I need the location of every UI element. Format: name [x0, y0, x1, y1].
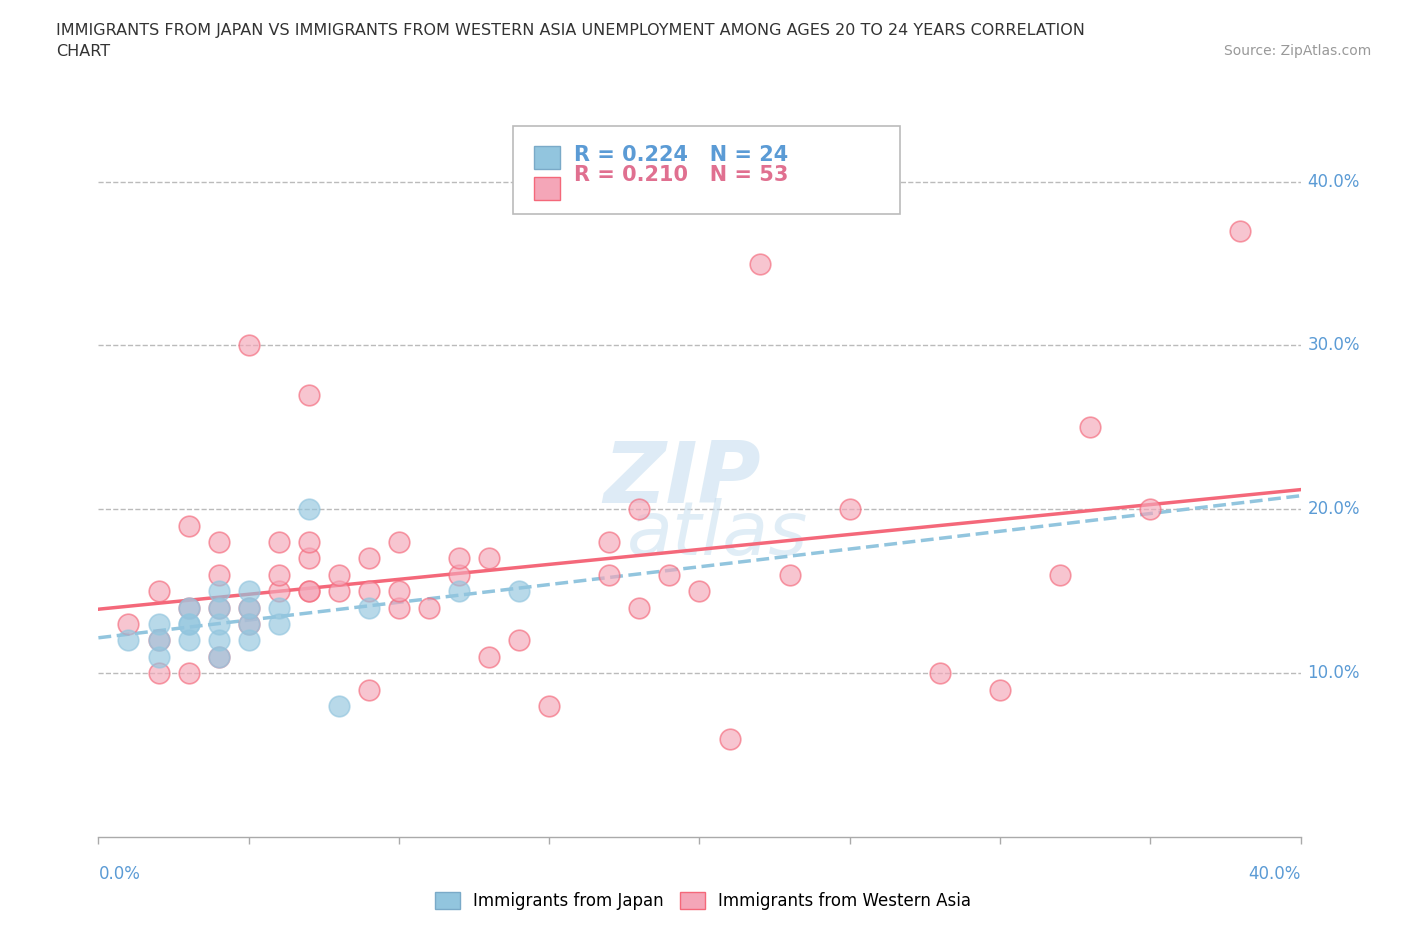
- Point: [238, 617, 260, 631]
- Point: [478, 649, 501, 664]
- Point: [508, 584, 530, 599]
- Point: [328, 698, 350, 713]
- Point: [838, 502, 860, 517]
- Point: [267, 535, 290, 550]
- Point: [177, 633, 200, 648]
- Point: [598, 567, 620, 582]
- Point: [298, 551, 321, 565]
- Point: [298, 502, 321, 517]
- Point: [598, 535, 620, 550]
- Point: [538, 698, 561, 713]
- Text: 20.0%: 20.0%: [1308, 500, 1360, 518]
- Point: [748, 256, 770, 271]
- Point: [508, 633, 530, 648]
- Point: [238, 584, 260, 599]
- Point: [148, 633, 170, 648]
- Text: R = 0.210   N = 53: R = 0.210 N = 53: [574, 165, 787, 185]
- Point: [658, 567, 681, 582]
- Point: [208, 617, 231, 631]
- Point: [117, 633, 139, 648]
- Text: R = 0.224   N = 24: R = 0.224 N = 24: [574, 145, 787, 166]
- Point: [929, 666, 952, 681]
- Point: [718, 731, 741, 746]
- Point: [688, 584, 710, 599]
- Point: [208, 633, 231, 648]
- Point: [208, 600, 231, 615]
- Point: [208, 584, 231, 599]
- Point: [267, 584, 290, 599]
- Point: [148, 633, 170, 648]
- Point: [388, 600, 411, 615]
- Point: [177, 617, 200, 631]
- Point: [1229, 223, 1251, 238]
- Point: [298, 387, 321, 402]
- Text: atlas: atlas: [627, 498, 808, 570]
- Point: [298, 584, 321, 599]
- Point: [1139, 502, 1161, 517]
- Text: 40.0%: 40.0%: [1308, 173, 1360, 191]
- Point: [148, 649, 170, 664]
- Point: [208, 600, 231, 615]
- Point: [388, 535, 411, 550]
- Text: 40.0%: 40.0%: [1249, 865, 1301, 884]
- Point: [418, 600, 440, 615]
- Point: [328, 567, 350, 582]
- Point: [148, 666, 170, 681]
- Point: [357, 551, 380, 565]
- Point: [208, 535, 231, 550]
- Point: [238, 338, 260, 352]
- Text: Source: ZipAtlas.com: Source: ZipAtlas.com: [1223, 44, 1371, 58]
- Point: [328, 584, 350, 599]
- Point: [177, 600, 200, 615]
- Point: [267, 617, 290, 631]
- Point: [447, 551, 470, 565]
- Point: [1049, 567, 1071, 582]
- Point: [238, 633, 260, 648]
- Text: 10.0%: 10.0%: [1308, 664, 1360, 682]
- Point: [357, 600, 380, 615]
- Text: 0.0%: 0.0%: [98, 865, 141, 884]
- Point: [148, 617, 170, 631]
- Point: [238, 600, 260, 615]
- Point: [148, 584, 170, 599]
- Text: CHART: CHART: [56, 44, 110, 59]
- Point: [478, 551, 501, 565]
- Point: [177, 617, 200, 631]
- Point: [177, 518, 200, 533]
- Point: [267, 567, 290, 582]
- Point: [267, 600, 290, 615]
- Point: [298, 535, 321, 550]
- Point: [779, 567, 801, 582]
- Point: [357, 584, 380, 599]
- Legend: Immigrants from Japan, Immigrants from Western Asia: Immigrants from Japan, Immigrants from W…: [427, 885, 979, 917]
- Text: IMMIGRANTS FROM JAPAN VS IMMIGRANTS FROM WESTERN ASIA UNEMPLOYMENT AMONG AGES 20: IMMIGRANTS FROM JAPAN VS IMMIGRANTS FROM…: [56, 23, 1085, 38]
- Point: [988, 682, 1011, 697]
- Point: [1078, 420, 1101, 435]
- Point: [208, 567, 231, 582]
- Point: [208, 649, 231, 664]
- Point: [177, 600, 200, 615]
- Point: [238, 617, 260, 631]
- Text: ZIP: ZIP: [603, 438, 761, 521]
- Point: [357, 682, 380, 697]
- Point: [628, 600, 651, 615]
- Point: [208, 649, 231, 664]
- Text: 30.0%: 30.0%: [1308, 337, 1360, 354]
- Point: [238, 600, 260, 615]
- Point: [628, 502, 651, 517]
- Point: [388, 584, 411, 599]
- Point: [177, 666, 200, 681]
- Point: [117, 617, 139, 631]
- Point: [447, 584, 470, 599]
- Point: [298, 584, 321, 599]
- Point: [447, 567, 470, 582]
